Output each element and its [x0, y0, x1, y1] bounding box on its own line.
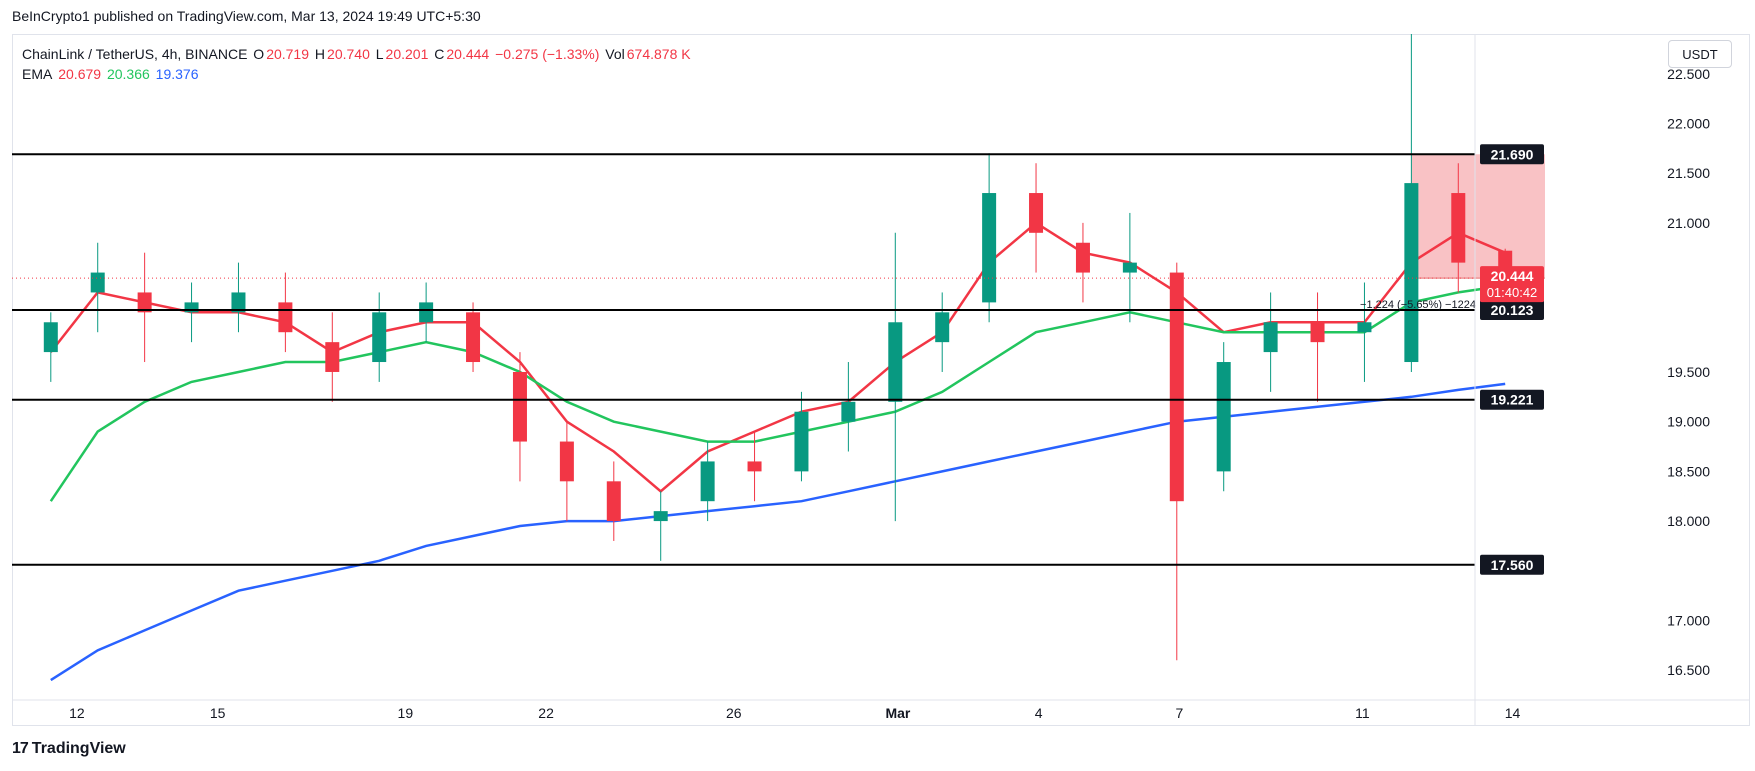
volume-label: Vol: [605, 46, 625, 62]
chart-legend: ChainLink / TetherUS, 4h, BINANCE O 20.71…: [22, 44, 693, 84]
candle-body: [700, 461, 715, 502]
candle-body: [653, 511, 668, 522]
x-tick-label: 7: [1176, 705, 1184, 721]
candle-body: [935, 312, 950, 343]
candle-body: [90, 272, 105, 293]
x-tick-label: 12: [69, 705, 85, 721]
y-tick-label: 18.000: [1667, 513, 1710, 529]
ema-label[interactable]: EMA: [22, 66, 53, 82]
range-box-layer: [1411, 154, 1545, 279]
level-label: 21.690: [1491, 146, 1534, 162]
ema-series-2: [49, 284, 1506, 502]
candle-body: [982, 193, 997, 303]
candle-body: [278, 302, 293, 333]
tradingview-logo-icon: 17: [12, 740, 29, 757]
y-tick-label: 18.500: [1667, 463, 1710, 479]
candle-body: [841, 401, 856, 422]
level-label: 17.560: [1491, 557, 1534, 573]
y-tick-label: 16.500: [1667, 662, 1710, 678]
publisher-line: BeInCrypto1 published on TradingView.com…: [12, 8, 481, 24]
level-label: 19.221: [1491, 392, 1534, 408]
ema-series-3: [50, 382, 1506, 682]
x-tick-label: 22: [538, 705, 554, 721]
candle-body: [1075, 242, 1090, 273]
candle-body: [43, 322, 58, 353]
x-tick-label: 15: [210, 705, 226, 721]
chart-frame: [12, 34, 1750, 726]
candle-body: [137, 292, 152, 313]
y-tick-label: 22.500: [1667, 66, 1710, 82]
candle-body: [231, 292, 246, 313]
candle-body: [888, 322, 903, 402]
candle-body: [1263, 322, 1278, 353]
level-label-box: [1480, 554, 1544, 575]
x-tick-label: 11: [1355, 705, 1370, 721]
level-label-box: [1480, 389, 1544, 410]
candle-body: [1169, 272, 1184, 502]
candle-body: [184, 302, 199, 313]
y-tick-label: 19.000: [1667, 414, 1710, 430]
brand-label: TradingView: [31, 740, 126, 757]
candle-body: [559, 441, 574, 482]
candle-layer: [43, 34, 1513, 661]
ema-mid-value: 20.366: [106, 66, 150, 82]
countdown-label: 01:40:42: [1487, 285, 1538, 300]
x-tick-label: 14: [1505, 705, 1521, 721]
currency-button[interactable]: USDT: [1668, 40, 1732, 68]
candle-body: [794, 411, 809, 472]
x-tick-label: 19: [398, 705, 414, 721]
candle-body: [1216, 362, 1231, 472]
symbol-label[interactable]: ChainLink / TetherUS, 4h, BINANCE: [22, 46, 248, 62]
candle-body: [466, 312, 481, 363]
close-value: 20.444: [446, 46, 490, 62]
current-price-label-box: [1480, 266, 1544, 303]
high-label: H: [314, 46, 326, 62]
low-label: L: [375, 46, 384, 62]
y-tick-label: 21.000: [1667, 215, 1710, 231]
axis-layer: 22.500 22.000 21.500 21.000 19.500 19.000 18.5…: [12, 34, 1750, 725]
ema-series-1: [49, 221, 1506, 493]
level-label: 20.123: [1491, 302, 1534, 318]
current-price-label: 20.444: [1491, 268, 1534, 284]
candle-body: [1122, 262, 1137, 273]
ema-layer: [49, 221, 1506, 682]
candle-body: [1357, 322, 1372, 333]
x-tick-label: 4: [1035, 705, 1043, 721]
high-value: 20.740: [327, 46, 370, 62]
close-label: C: [434, 46, 445, 62]
candle-body: [372, 312, 387, 363]
candle-body: [1404, 183, 1419, 363]
legend-ema-row: EMA 20.679 20.366 19.376: [22, 64, 693, 84]
candle-body: [1451, 193, 1466, 263]
x-tick-label: 26: [726, 705, 742, 721]
candle-body: [419, 302, 434, 323]
short-position-box: [1411, 154, 1545, 279]
candle-body: [325, 342, 340, 372]
low-value: 20.201: [385, 46, 429, 62]
measure-annotation: −1.224 (−5.65%) −1224: [1360, 299, 1476, 311]
y-tick-label: 17.000: [1667, 612, 1710, 628]
ema-slow-value: 19.376: [155, 66, 199, 82]
candle-body: [747, 461, 762, 472]
ema-fast-value: 20.679: [58, 66, 102, 82]
level-label-box: [1480, 144, 1544, 165]
change-value: −0.275 (−1.33%): [495, 46, 600, 62]
volume-value: 674.878 K: [626, 46, 691, 62]
y-tick-label: 22.000: [1667, 115, 1710, 131]
footer-brand: 17 TradingView: [12, 740, 126, 758]
candle-body: [1310, 322, 1325, 343]
y-tick-label: 21.500: [1667, 165, 1710, 181]
legend-ohlc-row: ChainLink / TetherUS, 4h, BINANCE O 20.71…: [22, 44, 693, 64]
y-tick-label: 19.500: [1667, 364, 1710, 380]
candle-body: [606, 481, 621, 522]
open-value: 20.719: [266, 46, 310, 62]
candle-body: [512, 371, 527, 442]
open-label: O: [253, 46, 265, 62]
candle-body: [1029, 193, 1044, 233]
x-tick-label: Mar: [885, 705, 910, 721]
level-label-box: [1480, 300, 1544, 321]
